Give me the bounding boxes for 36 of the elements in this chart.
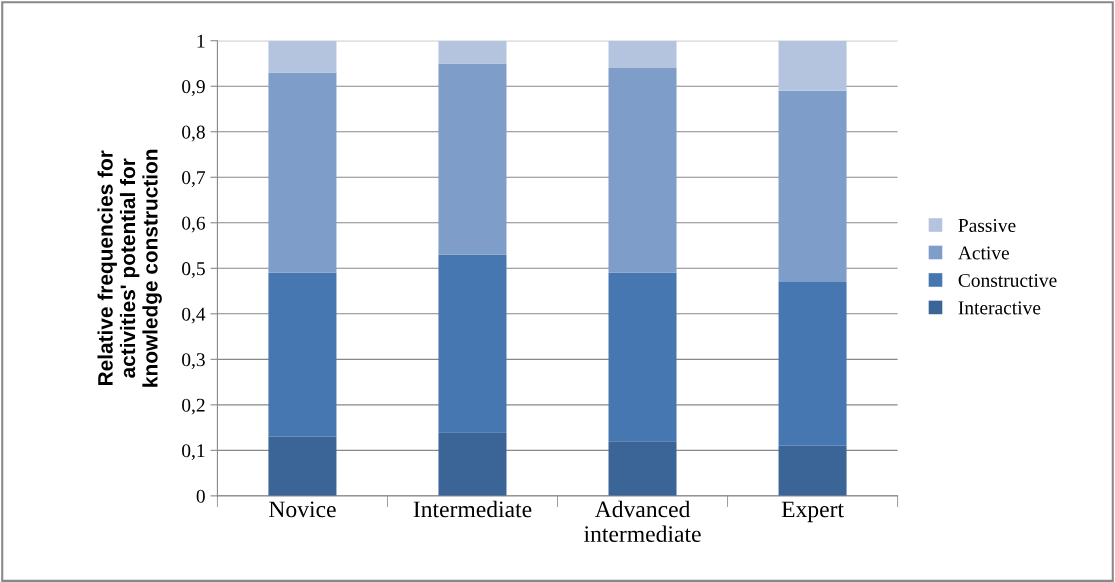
bar — [268, 40, 337, 73]
y-tick-label: 0,2 — [182, 398, 205, 415]
y-tick-label: 0,7 — [182, 171, 206, 188]
legend-label: Constructive — [958, 273, 1057, 287]
y-tick-label: 0,9 — [182, 80, 205, 96]
bar — [608, 441, 677, 496]
x-tick-label: Advanced intermediate — [584, 500, 701, 543]
bar — [778, 40, 847, 91]
legend-label: Active — [958, 246, 1009, 260]
y-tick-label: 1 — [197, 34, 205, 48]
y-tick-label: 0,1 — [182, 444, 205, 461]
bar — [438, 63, 507, 255]
bar — [438, 432, 507, 496]
bar — [608, 272, 677, 442]
legend-label: Interactive — [958, 301, 1041, 315]
y-tick-label: 0,6 — [182, 216, 206, 233]
bar — [778, 281, 847, 446]
bar — [268, 72, 337, 273]
bar — [778, 90, 847, 282]
bar — [438, 40, 507, 64]
y-tick-label: 0,8 — [182, 125, 205, 142]
x-tick-label: Expert — [781, 501, 844, 523]
bar — [438, 254, 507, 433]
legend-label: Passive — [958, 218, 1016, 233]
y-axis-title: Relative frequencies for activities' potential for knowledge construction — [97, 149, 162, 387]
x-tick-label: Intermediate — [413, 500, 532, 518]
y-tick-label: 0,3 — [182, 353, 205, 370]
bar — [268, 272, 337, 437]
bar — [268, 436, 337, 496]
y-tick-label: 0,4 — [182, 307, 206, 324]
bar — [778, 445, 847, 496]
bar — [608, 40, 677, 69]
x-tick-label: Novice — [269, 501, 336, 518]
bar — [608, 68, 677, 273]
y-tick-label: 0 — [196, 489, 205, 503]
y-tick-label: 0,5 — [182, 262, 205, 279]
